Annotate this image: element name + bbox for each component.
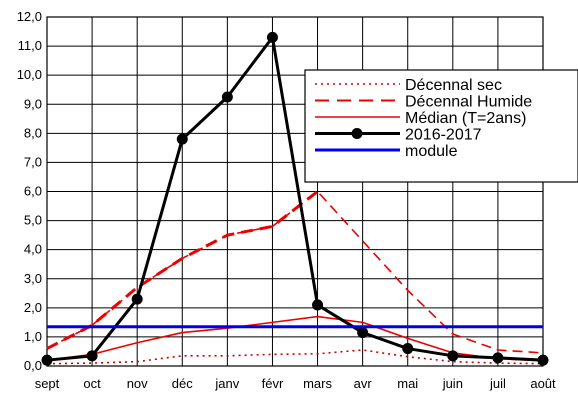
series-line-3 xyxy=(46,35,544,362)
series-point xyxy=(131,293,143,305)
y-tick-label: 8,0 xyxy=(24,125,42,140)
series-point xyxy=(447,350,459,362)
legend-box xyxy=(304,69,578,183)
x-tick-label: oct xyxy=(83,376,101,391)
series-point xyxy=(357,327,369,339)
y-tick-label: 1,0 xyxy=(24,329,42,344)
series-point xyxy=(266,31,278,43)
legend-label: 2016-2017 xyxy=(405,127,482,144)
y-tick-label: 3,0 xyxy=(24,271,42,286)
y-axis: 0,0 1,0 2,0 3,0 4,0 5,0 6,0 7,0 8,0 9,0 10,0 11,0 12… xyxy=(17,9,42,373)
series-point xyxy=(86,350,98,362)
series-point xyxy=(176,133,188,145)
x-tick-label: juin xyxy=(442,376,463,391)
y-tick-label: 10,0 xyxy=(17,67,42,82)
legend-label: Décennal Humide xyxy=(405,94,532,111)
y-tick-label: 0,0 xyxy=(24,358,42,373)
x-tick-label: févr xyxy=(262,376,284,391)
y-tick-label: 6,0 xyxy=(24,184,42,199)
y-tick-label: 7,0 xyxy=(24,154,42,169)
legend-label: Médian (T=2ans) xyxy=(405,110,526,127)
legend-label: Décennal sec xyxy=(405,77,502,94)
y-tick-label: 9,0 xyxy=(24,96,42,111)
x-tick-label: mai xyxy=(397,376,418,391)
x-tick-label: juil xyxy=(489,376,506,391)
x-tick-label: avr xyxy=(354,376,373,391)
series-line-0 xyxy=(46,349,544,365)
x-tick-label: déc xyxy=(172,376,193,391)
series-line-2 xyxy=(46,315,544,362)
y-tick-label: 4,0 xyxy=(24,242,42,257)
y-tick-label: 11,0 xyxy=(18,38,42,53)
series-point xyxy=(492,352,504,364)
legend-marker xyxy=(351,128,363,139)
y-tick-label: 5,0 xyxy=(24,213,42,228)
x-tick-label: janv xyxy=(214,376,239,391)
y-tick-label: 2,0 xyxy=(24,300,42,315)
x-axis: sept oct nov déc janv févr mars avr mai juin juil a… xyxy=(35,376,556,391)
x-tick-label: sept xyxy=(35,376,60,391)
x-tick-label: août xyxy=(530,376,556,391)
series-point xyxy=(537,354,549,366)
series-point xyxy=(312,299,324,311)
legend-label: module xyxy=(405,143,458,160)
y-tick-label: 12,0 xyxy=(17,9,42,24)
plot-frame xyxy=(46,16,544,367)
x-tick-label: mars xyxy=(303,376,332,391)
series-point xyxy=(41,354,53,366)
x-tick-label: nov xyxy=(127,376,148,391)
series-point xyxy=(402,343,414,355)
series-layer xyxy=(41,31,549,366)
series-line-1 xyxy=(46,190,544,354)
series-point xyxy=(221,91,233,103)
